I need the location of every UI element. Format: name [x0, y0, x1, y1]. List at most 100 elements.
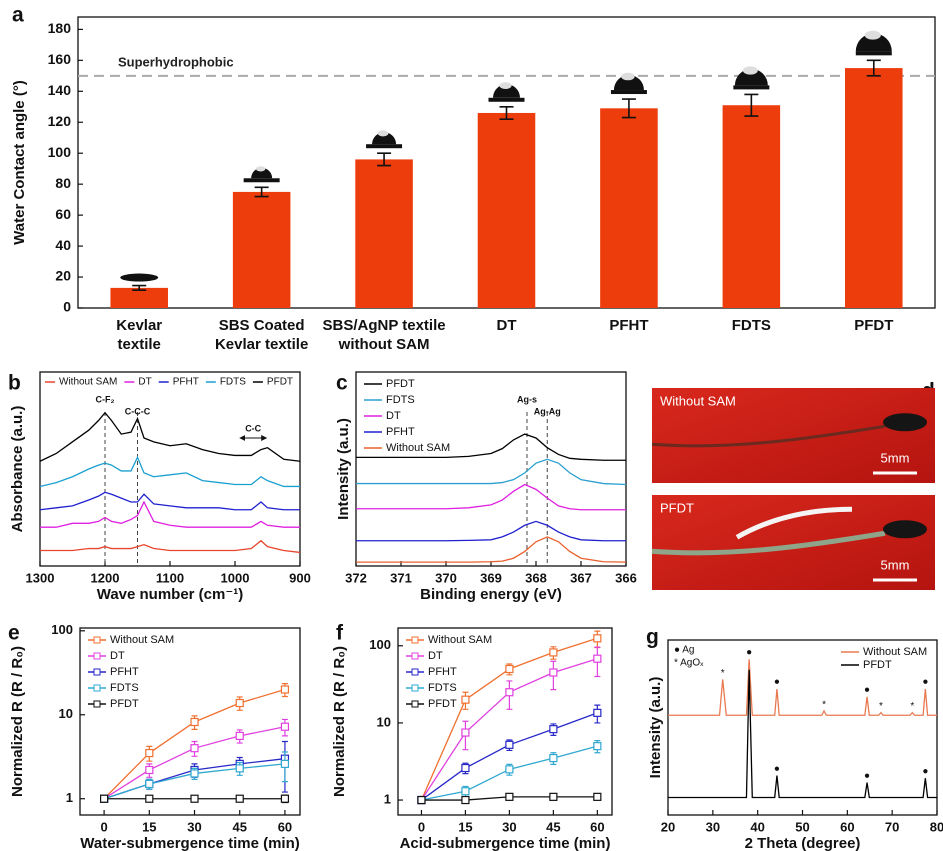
legend-marker: [94, 653, 100, 659]
note: ● Ag: [674, 645, 695, 656]
series-line: [40, 541, 300, 553]
x-tick-label: 20: [661, 819, 675, 834]
data-point: [281, 760, 288, 767]
x-axis-title: Binding energy (eV): [420, 586, 562, 603]
legend-marker: [412, 685, 418, 691]
data-point: [146, 795, 153, 802]
legend-label: Without SAM: [863, 646, 927, 658]
x-tick-label: without SAM: [338, 336, 430, 353]
data-point: [550, 649, 557, 656]
x-tick-label: 1300: [26, 570, 55, 585]
legend-label: Without SAM: [428, 634, 492, 646]
legend-marker: [412, 653, 418, 659]
droplet-stage: [611, 90, 647, 94]
droplet-highlight: [499, 82, 511, 89]
legend-marker: [412, 637, 418, 643]
y-axis-title: Normalized R (R / R₀): [331, 646, 348, 797]
series-line: [356, 521, 626, 540]
legend-label: Without SAM: [110, 634, 174, 646]
legend-label: PFDT: [267, 377, 293, 388]
clip: [883, 520, 927, 538]
x-tick-label: 1000: [221, 570, 250, 585]
bar: [478, 113, 536, 308]
y-tick-label: 20: [55, 268, 71, 284]
plot-frame: [40, 372, 300, 566]
y-tick-label: 120: [48, 113, 72, 129]
droplet-highlight: [621, 73, 635, 81]
x-tick-label: 0: [100, 819, 107, 834]
x-tick-label: 60: [840, 819, 854, 834]
data-point: [594, 793, 601, 800]
data-point: [506, 793, 513, 800]
series-line: [40, 457, 300, 486]
legend-marker: [412, 669, 418, 675]
x-tick-label: 0: [418, 819, 425, 834]
legend-marker: [94, 685, 100, 691]
y-tick-label: 140: [48, 82, 72, 98]
x-tick-label: 367: [570, 570, 592, 585]
y-tick-label: 1: [66, 790, 73, 805]
data-point: [281, 686, 288, 693]
x-tick-label: 30: [187, 819, 201, 834]
legend-label: FDTS: [428, 682, 457, 694]
legend-label: PFDT: [863, 659, 892, 671]
legend-label: PFHT: [173, 377, 199, 388]
x-tick-label: 30: [502, 819, 516, 834]
droplet-stage: [733, 85, 769, 89]
panel-label: c: [336, 372, 348, 395]
panel-label: f: [336, 622, 344, 645]
legend-label: FDTS: [386, 394, 415, 406]
x-tick-label: 368: [525, 570, 547, 585]
y-axis-title: Intensity (a.u.): [335, 418, 352, 520]
x-tick-label: 1100: [156, 570, 184, 585]
peak-marker: ●: [746, 647, 752, 658]
data-point: [594, 743, 601, 750]
droplet-stage: [244, 178, 280, 182]
legend-label: FDTS: [220, 377, 246, 388]
bar: [723, 105, 781, 308]
data-point: [594, 709, 601, 716]
x-axis-title: 2 Theta (degree): [745, 835, 861, 851]
legend-label: DT: [110, 650, 125, 662]
x-tick-label: SBS/AgNP textile: [323, 317, 446, 334]
droplet-highlight: [378, 130, 389, 136]
data-point: [236, 700, 243, 707]
x-tick-label: textile: [118, 336, 161, 353]
peak-marker: *: [822, 699, 826, 710]
data-point: [101, 795, 108, 802]
data-point: [236, 765, 243, 772]
panel-label: a: [12, 4, 24, 27]
x-tick-label: 15: [142, 819, 156, 834]
droplet-icon: [120, 274, 158, 282]
droplet-highlight: [256, 166, 265, 171]
x-tick-label: FDTS: [732, 317, 771, 334]
x-tick-label: 15: [458, 819, 472, 834]
y-tick-label: 100: [51, 622, 73, 637]
x-tick-label: PFDT: [854, 317, 893, 334]
data-point: [462, 729, 469, 736]
x-tick-label: 50: [795, 819, 809, 834]
x-axis-title: Acid-submergence time (min): [400, 835, 611, 851]
series-line: [421, 659, 597, 800]
peak-marker: ●: [922, 766, 928, 777]
x-tick-label: SBS Coated: [219, 317, 305, 334]
peak-marker: ●: [864, 770, 870, 781]
peak-marker: ●: [774, 677, 780, 688]
peak-marker: *: [721, 668, 725, 679]
data-point: [550, 669, 557, 676]
x-tick-label: DT: [497, 317, 517, 334]
y-tick-label: 80: [55, 175, 71, 191]
series-line: [40, 492, 300, 509]
data-point: [146, 780, 153, 787]
legend-marker: [412, 701, 418, 707]
droplet-stage: [856, 51, 892, 55]
data-point: [236, 732, 243, 739]
y-axis-title: Water Contact angle (°): [11, 80, 28, 245]
y-tick-label: 0: [63, 299, 71, 315]
legend-label: Without SAM: [386, 442, 450, 454]
photo-label: Without SAM: [660, 393, 736, 408]
annotation: C-C-C: [125, 406, 151, 416]
y-tick-label: 10: [377, 714, 391, 729]
bar: [600, 108, 658, 308]
x-tick-label: 366: [615, 570, 637, 585]
